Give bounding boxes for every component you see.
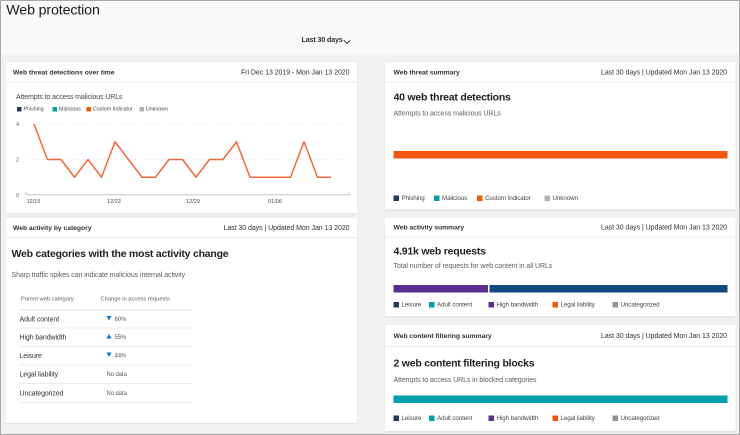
svg-text:12/22: 12/22 <box>107 199 121 205</box>
svg-text:12/29: 12/29 <box>186 199 200 205</box>
svg-text:2: 2 <box>16 158 19 164</box>
svg-text:12/15: 12/15 <box>27 199 41 205</box>
svg-text:01/06: 01/06 <box>268 199 282 205</box>
svg-text:4: 4 <box>16 122 19 128</box>
svg-text:0: 0 <box>16 193 19 199</box>
